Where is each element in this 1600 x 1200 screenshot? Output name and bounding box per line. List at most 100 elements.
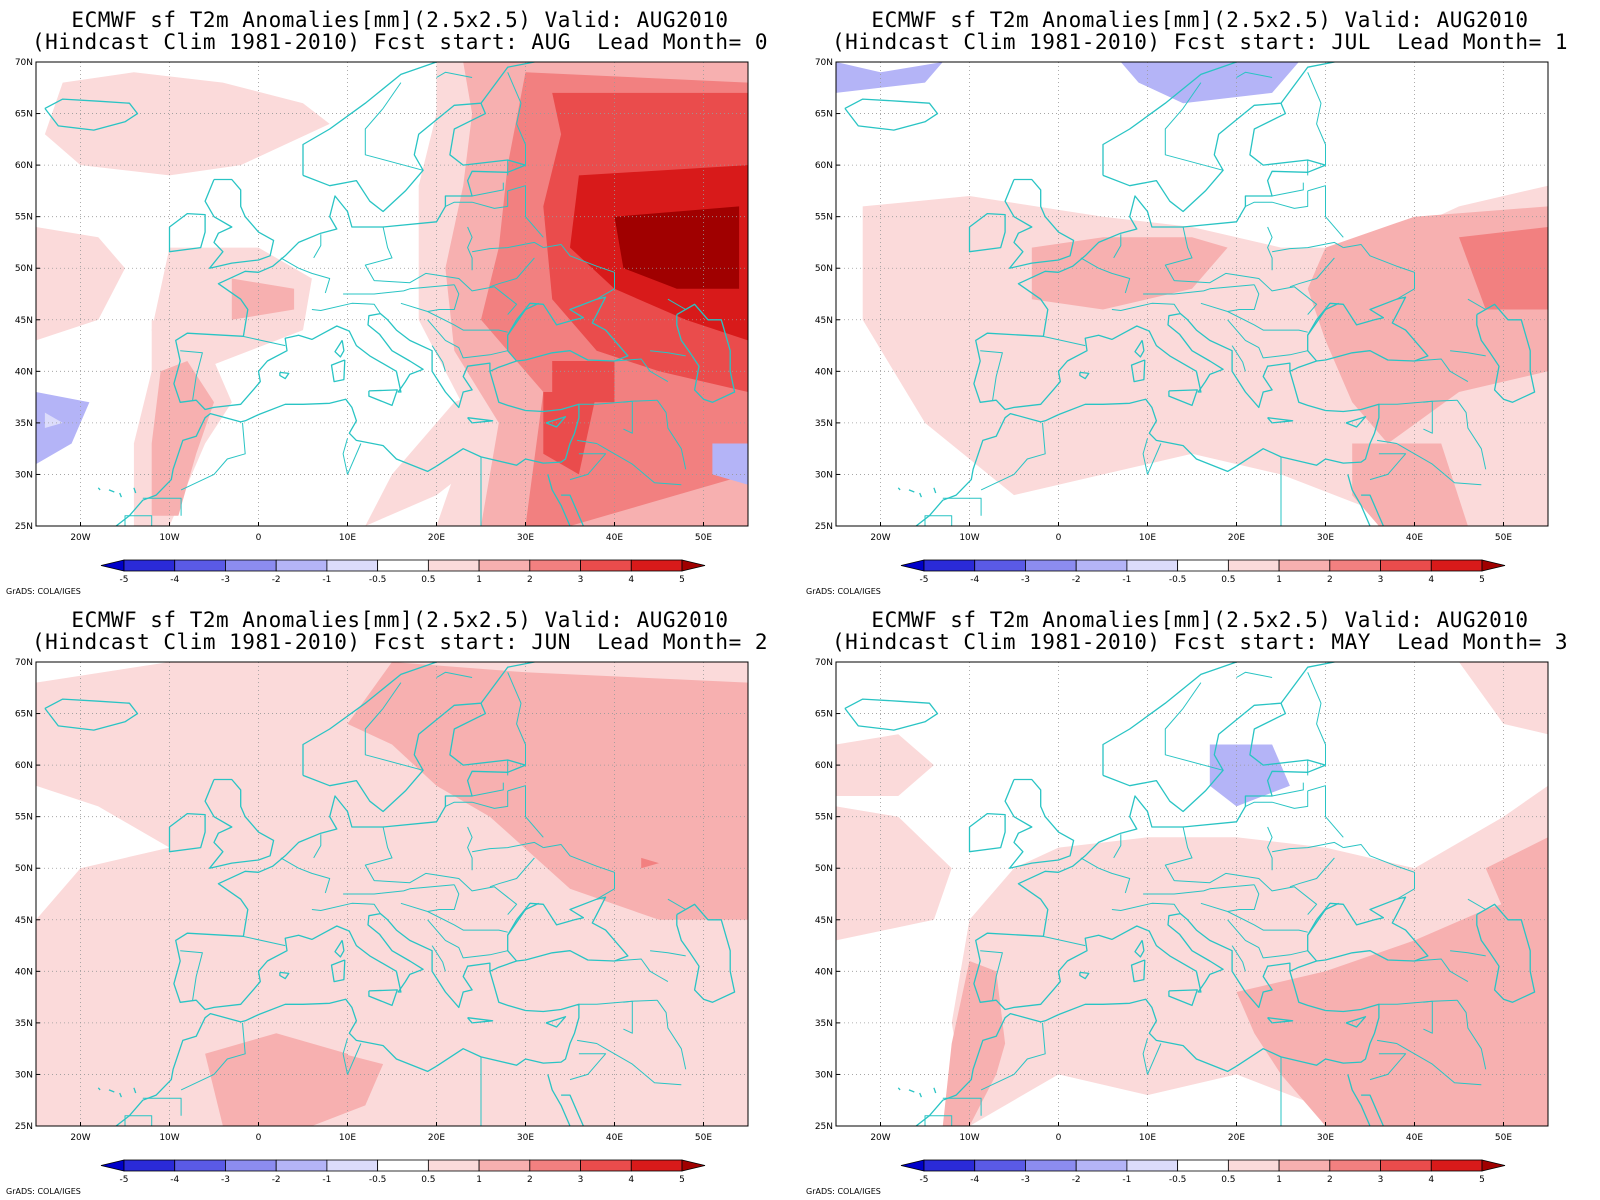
coastline [467,417,494,424]
coastline [973,702,1429,1011]
colorbar-label: -5 [920,575,929,585]
coastline [173,102,629,411]
country-border [1467,298,1495,310]
coastline [44,98,139,131]
coastline [1267,417,1294,424]
coastlines [844,662,1536,1126]
coastline [919,492,923,498]
lat-tick-label: 55N [15,813,33,823]
country-border [980,950,1003,1001]
lon-tick-label: 10W [159,533,179,543]
colorbar-swatch [427,1159,480,1172]
country-border [472,841,544,853]
lat-tick-label: 35N [15,1019,33,1029]
country-border [431,345,446,372]
country-border [650,950,686,957]
country-border [124,515,153,526]
country-border [1307,672,1326,766]
map-frame [835,61,1549,527]
colorbar-label: 4 [628,575,634,585]
colorbar: -5 -4 -3 -2 -1 -0.5 0.5 1 2 3 4 5 [900,1159,1506,1185]
coastline [1102,62,1336,213]
country-border [1227,284,1260,312]
country-border [1113,834,1122,859]
lon-tick-label: 10W [159,1133,179,1143]
country-border [427,884,460,912]
country-border [1369,1053,1407,1081]
country-border [507,672,526,766]
colorbar-label: -5 [120,1175,129,1185]
country-border [577,439,682,486]
country-border [924,1115,953,1126]
coastline [1004,178,1075,269]
colorbar-label: 5 [1479,1175,1485,1185]
colorbar-label: 0.5 [1221,575,1235,585]
lon-tick-label: 10W [959,533,979,543]
country-border [1227,884,1260,912]
coastline [330,359,346,383]
country-border [1414,958,1469,983]
lat-tick-label: 70N [815,658,833,668]
country-border [1042,335,1086,347]
country-border [1164,82,1224,171]
anomaly-contour-fill [836,62,943,93]
coastline [968,812,1006,853]
map-panel-1: 70N 65N 60N 55N 50N 45N 40N 35N 30N 25N 20W 10W 0 10E… [0,0,800,600]
colorbar-label: -4 [170,575,179,585]
country-border [1267,226,1273,271]
colorbar-swatch [923,559,976,572]
coastline [279,971,290,980]
colorbar-label: -3 [1021,1175,1030,1185]
country-border [445,190,509,209]
coastline [467,1017,494,1024]
country-border [1289,857,1335,888]
colorbar-swatch [1075,559,1128,572]
country-border [1272,782,1304,797]
lon-tick-label: 50E [1495,1133,1512,1143]
country-border [489,857,535,888]
country-border [543,244,615,300]
colorbar-label: 3 [1378,575,1384,585]
country-border [1111,902,1181,914]
lat-tick-label: 30N [815,1070,833,1080]
colorbar-label: -4 [970,575,979,585]
lat-tick-label: 25N [815,1122,833,1132]
country-border [980,1022,1046,1091]
coastline [1307,902,1340,936]
colorbar-label: -0.5 [369,575,387,585]
colorbar-label: 3 [578,1175,584,1185]
anomaly-shading [36,62,748,526]
coastline [97,487,101,491]
colorbar-swatch [1278,1159,1331,1172]
anomaly-shading [36,662,748,1126]
coastline [1102,662,1336,813]
map-title-line1: ECMWF sf T2m Anomalies[mm](2.5x2.5) Vali… [871,608,1529,632]
country-border [347,443,362,475]
lon-tick-label: 40E [1406,533,1423,543]
coastline [844,98,939,131]
coastline [1004,778,1075,869]
colorbar-swatch [1177,559,1229,572]
coastline [1130,959,1146,983]
coastline [368,389,398,407]
anomaly-contour-fill [1120,62,1299,104]
country-border [467,226,473,271]
coastline [897,1087,901,1091]
colorbar-swatch [580,1159,632,1172]
anomaly-contour-fill [1485,837,1548,931]
lat-tick-label: 55N [815,813,833,823]
colorbar-label: -3 [221,1175,230,1185]
coastline [1347,1074,1371,1126]
coastline [933,487,937,494]
coastline [302,62,536,213]
lat-tick-label: 35N [15,419,33,429]
country-border [142,1097,182,1116]
lat-tick-label: 35N [815,1019,833,1029]
lon-tick-label: 30E [517,533,534,543]
country-border [614,958,669,983]
country-border [364,82,424,171]
coastline [1168,989,1198,1007]
country-border [1080,857,1131,894]
coastline [1361,1094,1384,1126]
lat-tick-label: 50N [815,264,833,274]
